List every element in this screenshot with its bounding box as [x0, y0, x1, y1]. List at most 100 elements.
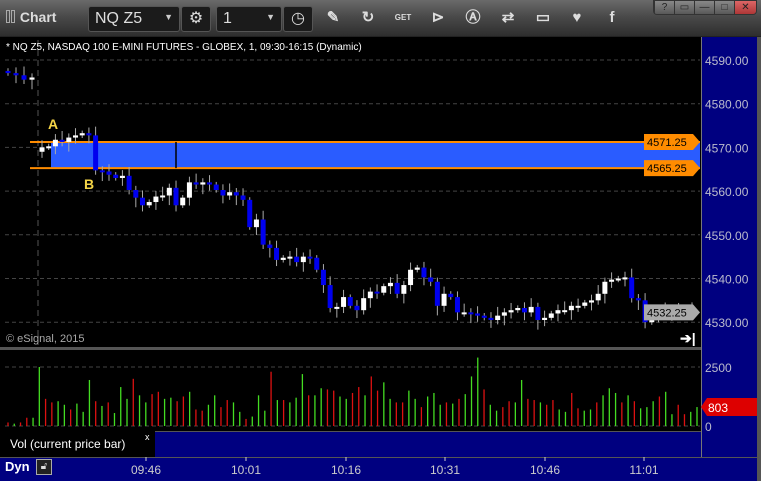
- candle-down: [488, 317, 494, 321]
- title-bar: Chart NQ Z5 ▼ ⚙ 1 ▼ ◷ ✎ ↻ GET ⊳ Ⓐ ⇄ ▭ ♥ f …: [0, 0, 761, 37]
- candle-down: [173, 187, 179, 206]
- candle-up: [401, 285, 407, 294]
- chart-header: * NQ Z5, NASDAQ 100 E-MINI FUTURES - GLO…: [6, 42, 362, 53]
- candle-up: [166, 187, 172, 196]
- candle-up: [253, 219, 259, 228]
- candle-up: [387, 282, 393, 287]
- candle-down: [233, 192, 239, 196]
- candle-up: [280, 257, 286, 260]
- price-tick-label: 4580.00: [705, 98, 749, 112]
- candle-up: [622, 277, 628, 280]
- candle-up: [562, 310, 568, 313]
- candle-down: [434, 281, 440, 306]
- current-volume-tag: [701, 398, 757, 417]
- time-label: 09:46: [131, 463, 161, 477]
- help-button[interactable]: ?: [654, 1, 674, 14]
- candle-down: [374, 291, 380, 294]
- price-axis[interactable]: [701, 37, 757, 457]
- candle-up: [200, 182, 206, 185]
- window-border: [757, 37, 761, 481]
- lock-icon[interactable]: 🔓︎: [36, 459, 52, 475]
- candle-down: [213, 184, 219, 191]
- candle-up: [508, 310, 514, 313]
- candle-up: [160, 195, 166, 198]
- dynamic-mode-label[interactable]: Dyn: [5, 459, 30, 474]
- candle-down: [629, 277, 635, 299]
- time-label: 10:16: [331, 463, 361, 477]
- candle-up: [515, 307, 521, 311]
- time-label: 10:46: [530, 463, 560, 477]
- candle-down: [21, 75, 27, 80]
- candle-up: [575, 305, 581, 308]
- a-circle-icon[interactable]: Ⓐ: [465, 9, 481, 26]
- candle-up: [29, 77, 35, 80]
- candle-up: [602, 281, 608, 294]
- play-icon[interactable]: ⊳: [431, 9, 445, 26]
- copyright: © eSignal, 2015: [6, 333, 84, 345]
- candle-up: [300, 256, 306, 263]
- candle-down: [521, 307, 527, 313]
- candle-down: [481, 315, 487, 318]
- candle-up: [461, 312, 467, 315]
- candle-up: [334, 306, 340, 309]
- candle-down: [99, 170, 105, 173]
- candle-down: [294, 256, 300, 263]
- link-icon[interactable]: ⇄: [501, 9, 515, 26]
- candle-up: [615, 278, 621, 281]
- candle-up: [441, 293, 447, 306]
- candle-down: [428, 277, 434, 282]
- volume-close-button[interactable]: x: [145, 432, 150, 442]
- twitter-icon[interactable]: ♥: [572, 9, 582, 26]
- candle-up: [186, 182, 192, 198]
- chevron-down-icon: ▼: [164, 12, 173, 22]
- symbol-value: NQ Z5: [95, 10, 143, 27]
- candle-up: [180, 197, 186, 206]
- candle-up: [542, 317, 548, 321]
- close-button[interactable]: ✕: [734, 1, 756, 14]
- volume-legend[interactable]: Vol (current price bar): [0, 431, 155, 457]
- candle-down: [207, 182, 213, 185]
- chart-window-icon: [6, 10, 10, 23]
- app-title: Chart: [6, 9, 56, 25]
- candle-up: [595, 293, 601, 301]
- candle-down: [454, 297, 460, 313]
- candle-up: [381, 286, 387, 293]
- candle-down: [448, 293, 454, 298]
- candle-down: [140, 197, 146, 206]
- maximize-button[interactable]: □: [714, 1, 734, 14]
- pencil-icon[interactable]: ✎: [326, 9, 340, 26]
- candle-down: [13, 73, 19, 76]
- restore-menu-button[interactable]: ▭: [674, 1, 694, 14]
- time-label: 11:01: [629, 463, 658, 477]
- chevron-down-icon: ▼: [266, 12, 275, 22]
- last-price-tag: [644, 304, 700, 321]
- candle-down: [113, 174, 119, 178]
- zone-low-label: 4565.25: [647, 163, 687, 175]
- facebook-icon[interactable]: f: [609, 9, 615, 26]
- symbol-dropdown[interactable]: NQ Z5 ▼: [88, 6, 180, 32]
- candle-down: [535, 306, 541, 321]
- candle-up: [582, 302, 588, 306]
- minimize-button[interactable]: —: [694, 1, 714, 14]
- chart-window-icon: [11, 10, 15, 23]
- volume-legend-bar: [155, 431, 701, 457]
- candle-down: [421, 267, 427, 278]
- price-tick-label: 4570.00: [705, 141, 749, 155]
- candle-down: [93, 135, 99, 171]
- get-icon[interactable]: GET: [394, 13, 412, 22]
- refresh-icon[interactable]: ↻: [361, 9, 375, 26]
- candle-up: [414, 267, 420, 270]
- last-price-label: 4532.25: [647, 307, 687, 319]
- comment-icon[interactable]: ▭: [535, 9, 551, 26]
- candle-up: [79, 133, 85, 136]
- time-axis[interactable]: [0, 457, 757, 481]
- price-tick-label: 4540.00: [705, 273, 749, 287]
- time-template-button[interactable]: ◷: [283, 6, 313, 32]
- interval-dropdown[interactable]: 1 ▼: [216, 6, 282, 32]
- price-tick-label: 4560.00: [705, 185, 749, 199]
- symbol-settings-button[interactable]: ⚙: [181, 6, 211, 32]
- candle-up: [341, 297, 347, 307]
- candle-down: [307, 256, 313, 259]
- candle-down: [314, 257, 320, 270]
- pane-separator[interactable]: [0, 347, 701, 350]
